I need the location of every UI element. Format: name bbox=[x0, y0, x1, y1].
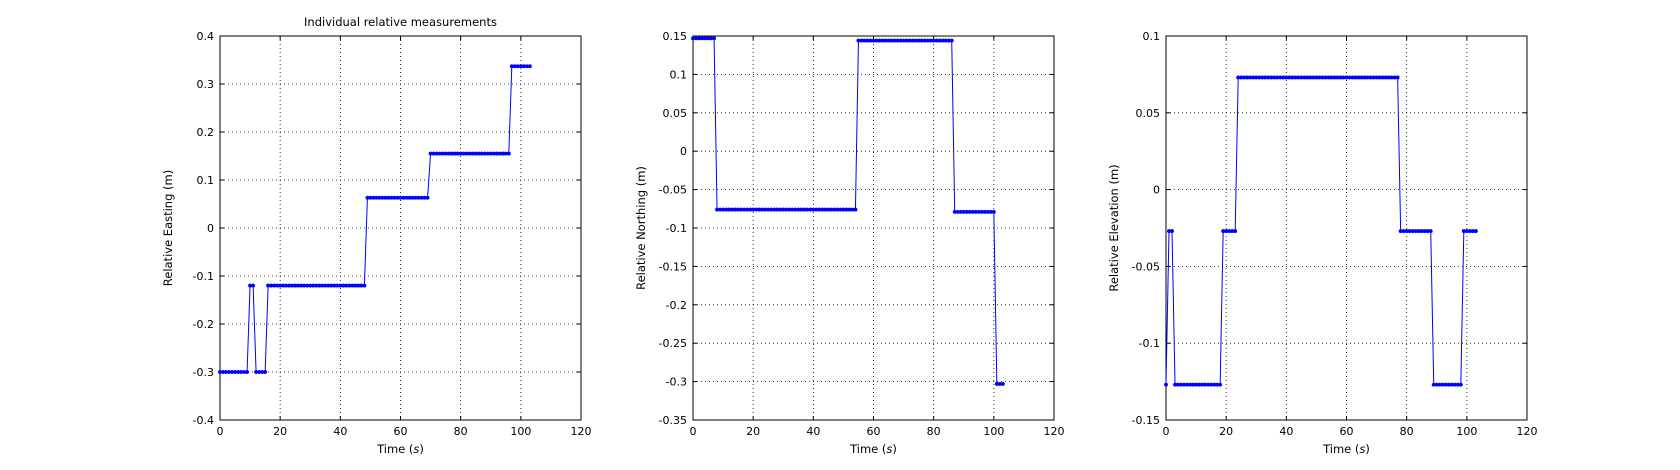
x-tick-label: 0 bbox=[1163, 425, 1170, 438]
data-point bbox=[712, 36, 717, 41]
series-markers bbox=[691, 36, 1005, 386]
x-tick-label: 60 bbox=[867, 425, 881, 438]
x-axis-label-suffix: ) bbox=[419, 442, 424, 456]
series-markers bbox=[217, 64, 532, 375]
data-point bbox=[1163, 382, 1168, 387]
data-point bbox=[949, 38, 954, 43]
data-point bbox=[425, 195, 430, 200]
y-tick-label: -0.2 bbox=[193, 318, 214, 331]
x-tick-label: 0 bbox=[217, 425, 224, 438]
data-point bbox=[1000, 381, 1005, 386]
data-point bbox=[527, 64, 532, 69]
x-tick-label: 80 bbox=[454, 425, 468, 438]
x-axis-label: Time (s) bbox=[849, 442, 897, 456]
data-point bbox=[245, 370, 250, 375]
y-tick-label: -0.3 bbox=[666, 376, 687, 389]
data-point bbox=[991, 209, 996, 214]
y-tick-label: 0.2 bbox=[197, 126, 215, 139]
x-tick-label: 40 bbox=[806, 425, 820, 438]
x-axis-label-suffix: ) bbox=[892, 442, 897, 456]
y-axis-label: Relative Northing (m) bbox=[634, 166, 648, 290]
y-tick-label: -0.1 bbox=[193, 270, 214, 283]
y-tick-label: -0.3 bbox=[193, 366, 214, 379]
x-tick-label: 20 bbox=[1219, 425, 1233, 438]
x-axis-label-prefix: Time ( bbox=[1322, 442, 1359, 456]
data-point bbox=[1458, 382, 1463, 387]
x-tick-label: 40 bbox=[333, 425, 347, 438]
y-tick-label: 0.05 bbox=[663, 107, 688, 120]
x-tick-label: 120 bbox=[1044, 425, 1065, 438]
x-tick-label: 80 bbox=[1400, 425, 1414, 438]
y-axis-label: Relative Easting (m) bbox=[161, 170, 175, 286]
y-tick-label: -0.15 bbox=[1132, 414, 1160, 427]
y-tick-label: -0.4 bbox=[193, 414, 214, 427]
y-tick-label: -0.1 bbox=[1139, 337, 1160, 350]
y-tick-label: 0.05 bbox=[1136, 107, 1161, 120]
data-point bbox=[1218, 382, 1223, 387]
y-tick-label: 0.3 bbox=[197, 78, 215, 91]
data-point bbox=[1233, 229, 1238, 234]
x-tick-label: 100 bbox=[510, 425, 531, 438]
x-tick-label: 20 bbox=[273, 425, 287, 438]
data-point bbox=[1395, 75, 1400, 80]
subplot-3: 0 20 40 60 80 100 120 -0.15 -0.1 -0.05 0 0.05 0.1 Tim… bbox=[1107, 30, 1538, 456]
x-axis-label-unit: s bbox=[1359, 442, 1365, 456]
x-tick-label: 60 bbox=[394, 425, 408, 438]
y-axis-label: Relative Elevation (m) bbox=[1107, 164, 1121, 291]
chart-title: Individual relative measurements bbox=[304, 15, 497, 29]
x-axis-label-prefix: Time ( bbox=[376, 442, 413, 456]
y-tick-label: -0.05 bbox=[659, 184, 687, 197]
data-point bbox=[1473, 229, 1478, 234]
data-point bbox=[251, 283, 256, 288]
x-tick-label: 120 bbox=[1517, 425, 1538, 438]
x-tick-label: 80 bbox=[927, 425, 941, 438]
x-tick-label: 60 bbox=[1340, 425, 1354, 438]
data-point bbox=[263, 370, 268, 375]
subplot-2: 0 20 40 60 80 100 120 -0.35 -0.3 -0.25 -0.2 -0.15 -0… bbox=[634, 30, 1065, 456]
x-tick-label: 0 bbox=[690, 425, 697, 438]
y-tick-label: -0.05 bbox=[1132, 260, 1160, 273]
x-tick-label: 40 bbox=[1279, 425, 1293, 438]
x-tick-label: 100 bbox=[983, 425, 1004, 438]
series-markers bbox=[1163, 75, 1478, 387]
data-point bbox=[1170, 229, 1175, 234]
y-tick-label: 0 bbox=[1153, 184, 1160, 197]
y-tick-label: 0.1 bbox=[670, 68, 688, 81]
x-tick-label: 20 bbox=[746, 425, 760, 438]
x-tick-label: 100 bbox=[1456, 425, 1477, 438]
y-tick-label: 0.1 bbox=[1143, 30, 1161, 43]
x-axis-label-suffix: ) bbox=[1365, 442, 1370, 456]
y-tick-label: -0.15 bbox=[659, 260, 687, 273]
subplot-1: 0 20 40 60 80 100 120 -0.4 -0.3 -0.2 -0.1 0 0.1 0.2 0.… bbox=[161, 15, 592, 456]
y-tick-label: -0.1 bbox=[666, 222, 687, 235]
data-point bbox=[506, 151, 511, 156]
y-tick-label: 0.4 bbox=[197, 30, 215, 43]
x-axis-label-unit: s bbox=[886, 442, 892, 456]
y-tick-label: 0.1 bbox=[197, 174, 215, 187]
y-tick-label: -0.25 bbox=[659, 337, 687, 350]
data-point bbox=[1428, 229, 1433, 234]
x-axis-label: Time (s) bbox=[376, 442, 424, 456]
x-axis-label: Time (s) bbox=[1322, 442, 1370, 456]
y-tick-label: 0.15 bbox=[663, 30, 688, 43]
data-point bbox=[853, 207, 858, 212]
y-tick-label: 0 bbox=[207, 222, 214, 235]
y-tick-label: 0 bbox=[680, 145, 687, 158]
y-tick-label: -0.35 bbox=[659, 414, 687, 427]
y-tick-label: -0.2 bbox=[666, 299, 687, 312]
x-tick-label: 120 bbox=[571, 425, 592, 438]
x-axis-label-prefix: Time ( bbox=[849, 442, 886, 456]
x-axis-label-unit: s bbox=[413, 442, 419, 456]
data-point bbox=[362, 283, 367, 288]
